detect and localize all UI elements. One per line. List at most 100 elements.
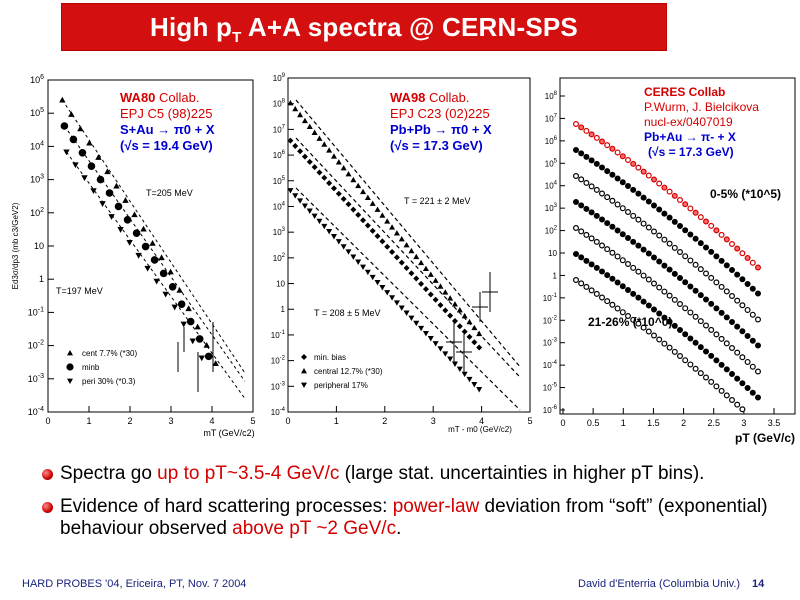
data-point bbox=[619, 309, 626, 316]
tick-label: 104 bbox=[30, 140, 44, 151]
data-point bbox=[153, 278, 160, 285]
data-point bbox=[427, 271, 434, 277]
data-point bbox=[311, 213, 318, 220]
data-point bbox=[369, 274, 376, 281]
data-point bbox=[739, 354, 746, 361]
data-point bbox=[108, 214, 115, 220]
fit-line bbox=[295, 137, 521, 378]
data-point bbox=[461, 328, 468, 335]
data-point bbox=[364, 194, 371, 201]
tick-label: 10-3 bbox=[28, 373, 44, 384]
data-point bbox=[604, 142, 611, 149]
data-point bbox=[578, 228, 585, 235]
data-point bbox=[471, 381, 478, 388]
data-point bbox=[403, 241, 410, 248]
data-point bbox=[682, 357, 689, 364]
data-point bbox=[718, 387, 725, 394]
data-point bbox=[476, 387, 483, 393]
data-point bbox=[126, 239, 133, 246]
data-point bbox=[418, 325, 425, 332]
data-point bbox=[456, 366, 463, 373]
data-point bbox=[692, 339, 699, 346]
data-point bbox=[713, 357, 720, 364]
data-point bbox=[671, 270, 678, 277]
data-point bbox=[718, 283, 725, 290]
data-point bbox=[578, 202, 585, 209]
data-point bbox=[614, 201, 621, 208]
data-point bbox=[682, 253, 689, 260]
data-point bbox=[598, 216, 605, 223]
data-point bbox=[677, 275, 684, 282]
wa98-system: Pb+Pb → π0 + X bbox=[390, 122, 492, 137]
data-point bbox=[650, 202, 657, 209]
data-point bbox=[447, 295, 454, 301]
data-point bbox=[374, 279, 381, 286]
fit-line bbox=[295, 99, 521, 368]
data-point bbox=[471, 339, 478, 346]
tick-label: 102 bbox=[273, 253, 286, 263]
data-point bbox=[640, 194, 647, 201]
data-point bbox=[708, 352, 715, 359]
tick-label: 105 bbox=[30, 107, 44, 118]
data-point bbox=[593, 212, 600, 219]
data-point bbox=[141, 242, 150, 251]
data-point bbox=[583, 283, 590, 290]
data-point bbox=[604, 272, 611, 279]
data-point bbox=[292, 193, 299, 199]
data-point bbox=[403, 310, 410, 316]
data-point bbox=[749, 389, 756, 396]
data-point bbox=[301, 153, 308, 160]
data-point bbox=[316, 135, 323, 141]
data-point bbox=[661, 314, 668, 321]
wa80-system: S+Au → π0 + X bbox=[120, 122, 215, 137]
data-point bbox=[66, 363, 74, 371]
wa80-annot-t1: T=205 MeV bbox=[146, 188, 193, 198]
data-point bbox=[656, 232, 663, 239]
data-point bbox=[384, 243, 391, 250]
data-point bbox=[81, 175, 88, 182]
data-point bbox=[144, 265, 151, 272]
data-point bbox=[442, 307, 449, 314]
data-point bbox=[744, 332, 751, 339]
data-point bbox=[311, 129, 318, 135]
data-point bbox=[379, 238, 386, 245]
data-point bbox=[661, 236, 668, 243]
data-point bbox=[619, 257, 626, 264]
data-point bbox=[408, 247, 415, 254]
data-point bbox=[374, 233, 381, 240]
data-point bbox=[330, 185, 337, 192]
data-point bbox=[471, 324, 478, 331]
data-point bbox=[640, 298, 647, 305]
wa98-annot-t1: T = 221 ± 2 MeV bbox=[404, 196, 471, 206]
data-point bbox=[306, 208, 313, 214]
data-point bbox=[77, 125, 84, 132]
data-point bbox=[355, 259, 362, 265]
tick-label: 4 bbox=[479, 416, 484, 426]
data-point bbox=[650, 254, 657, 261]
data-point bbox=[598, 164, 605, 171]
data-point bbox=[442, 351, 449, 357]
data-point bbox=[588, 183, 595, 190]
data-point bbox=[593, 238, 600, 245]
data-point bbox=[287, 99, 294, 106]
data-point bbox=[301, 382, 307, 388]
data-point bbox=[635, 320, 642, 327]
data-point bbox=[578, 124, 585, 131]
page-number: 14 bbox=[752, 578, 765, 590]
wa98-plot: 10910810710610510410310210110-110-210-31… bbox=[271, 73, 533, 434]
data-point bbox=[461, 371, 468, 378]
data-point bbox=[99, 201, 106, 207]
data-point bbox=[723, 236, 730, 243]
data-point bbox=[729, 397, 736, 404]
tick-label: 1 bbox=[334, 416, 339, 426]
data-point bbox=[335, 239, 342, 245]
data-point bbox=[703, 374, 710, 381]
data-point bbox=[301, 354, 307, 360]
data-point bbox=[755, 290, 762, 297]
x-axis-label: mT - m0 (GeV/c2) bbox=[448, 425, 512, 434]
tick-label: 108 bbox=[545, 91, 558, 101]
data-point bbox=[598, 190, 605, 197]
data-point bbox=[96, 175, 105, 184]
data-point bbox=[306, 123, 313, 130]
data-point bbox=[364, 269, 371, 276]
